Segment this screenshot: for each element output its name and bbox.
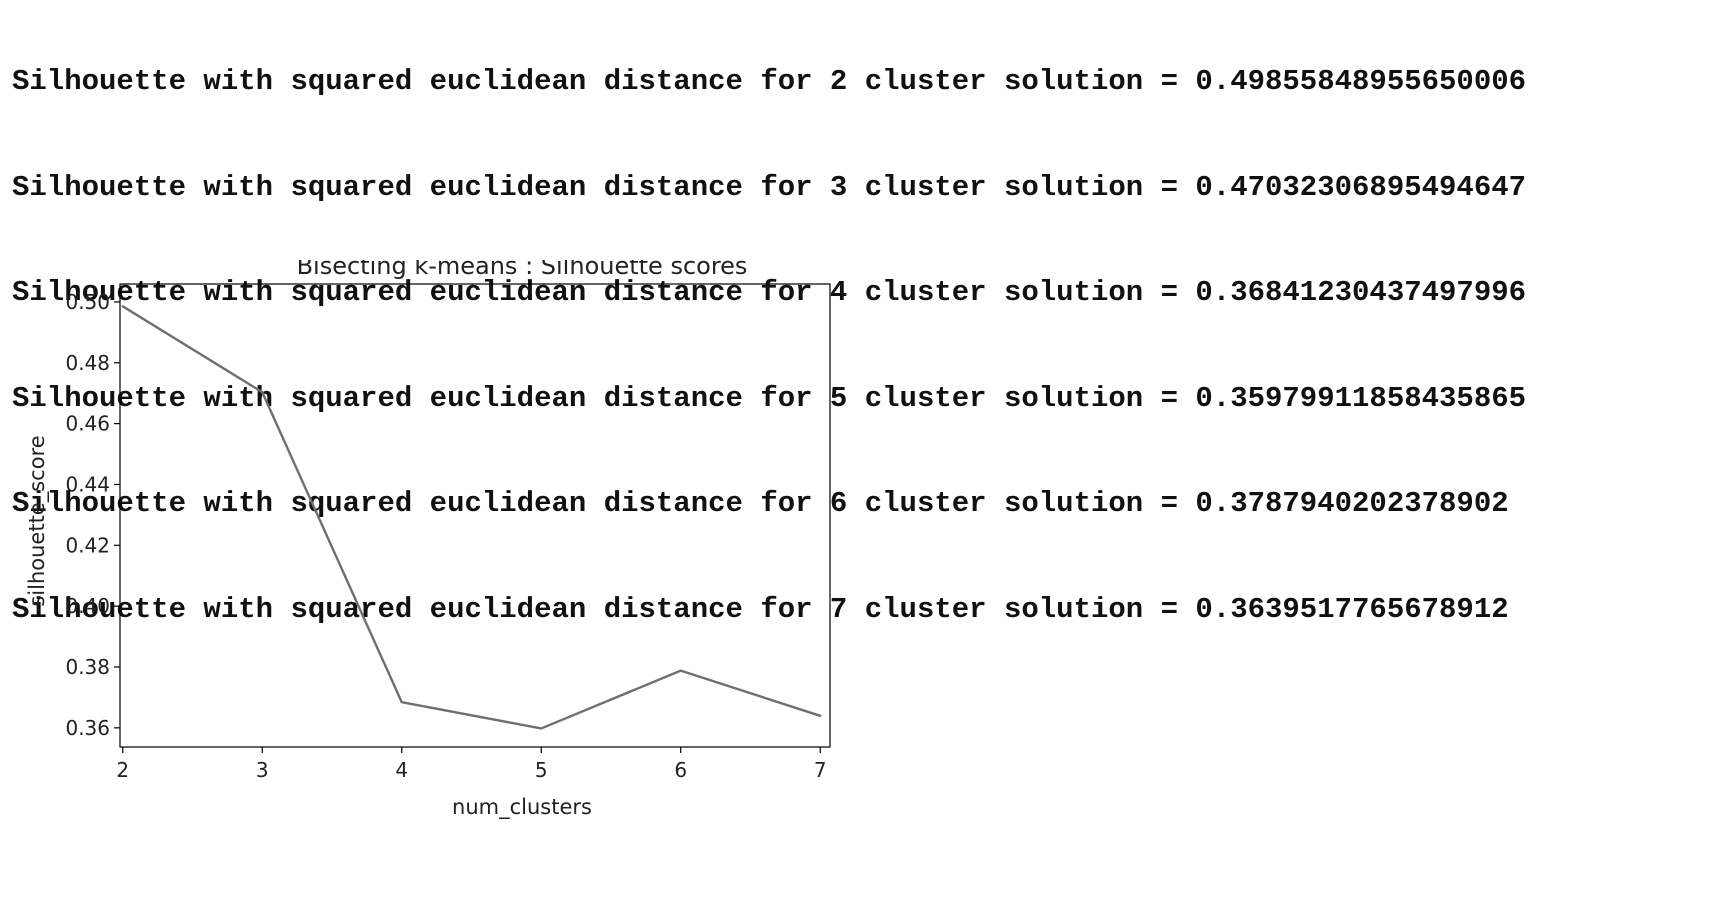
y-tick-label: 0.42 xyxy=(65,533,110,557)
y-tick-label: 0.44 xyxy=(65,472,110,496)
series-line xyxy=(123,306,820,728)
x-tick-label: 3 xyxy=(256,758,269,782)
y-tick-label: 0.50 xyxy=(65,290,110,314)
chart-svg: Bisecting k-means : Silhouette scores 0.… xyxy=(0,260,960,909)
output-line: Silhouette with squared euclidean distan… xyxy=(12,66,1526,106)
output-line: Silhouette with squared euclidean distan… xyxy=(12,172,1526,212)
y-axis-label: silhouette_score xyxy=(25,435,50,606)
x-axis-ticks: 2 3 4 5 6 7 xyxy=(116,747,826,782)
y-tick-label: 0.36 xyxy=(65,716,110,740)
y-tick-label: 0.38 xyxy=(65,655,110,679)
silhouette-chart: Bisecting k-means : Silhouette scores 0.… xyxy=(0,260,960,909)
chart-title: Bisecting k-means : Silhouette scores xyxy=(297,260,748,280)
x-tick-label: 5 xyxy=(535,758,548,782)
x-tick-label: 6 xyxy=(674,758,687,782)
y-tick-label: 0.48 xyxy=(65,351,110,375)
x-axis-label: num_clusters xyxy=(452,795,592,820)
y-tick-label: 0.46 xyxy=(65,412,110,436)
x-tick-label: 2 xyxy=(116,758,129,782)
x-tick-label: 4 xyxy=(395,758,408,782)
x-tick-label: 7 xyxy=(814,758,827,782)
y-axis-ticks: 0.36 0.38 0.40 0.42 0.44 0.46 0.48 0.50 xyxy=(65,290,120,740)
plot-frame xyxy=(120,284,830,747)
y-tick-label: 0.40 xyxy=(65,594,110,618)
